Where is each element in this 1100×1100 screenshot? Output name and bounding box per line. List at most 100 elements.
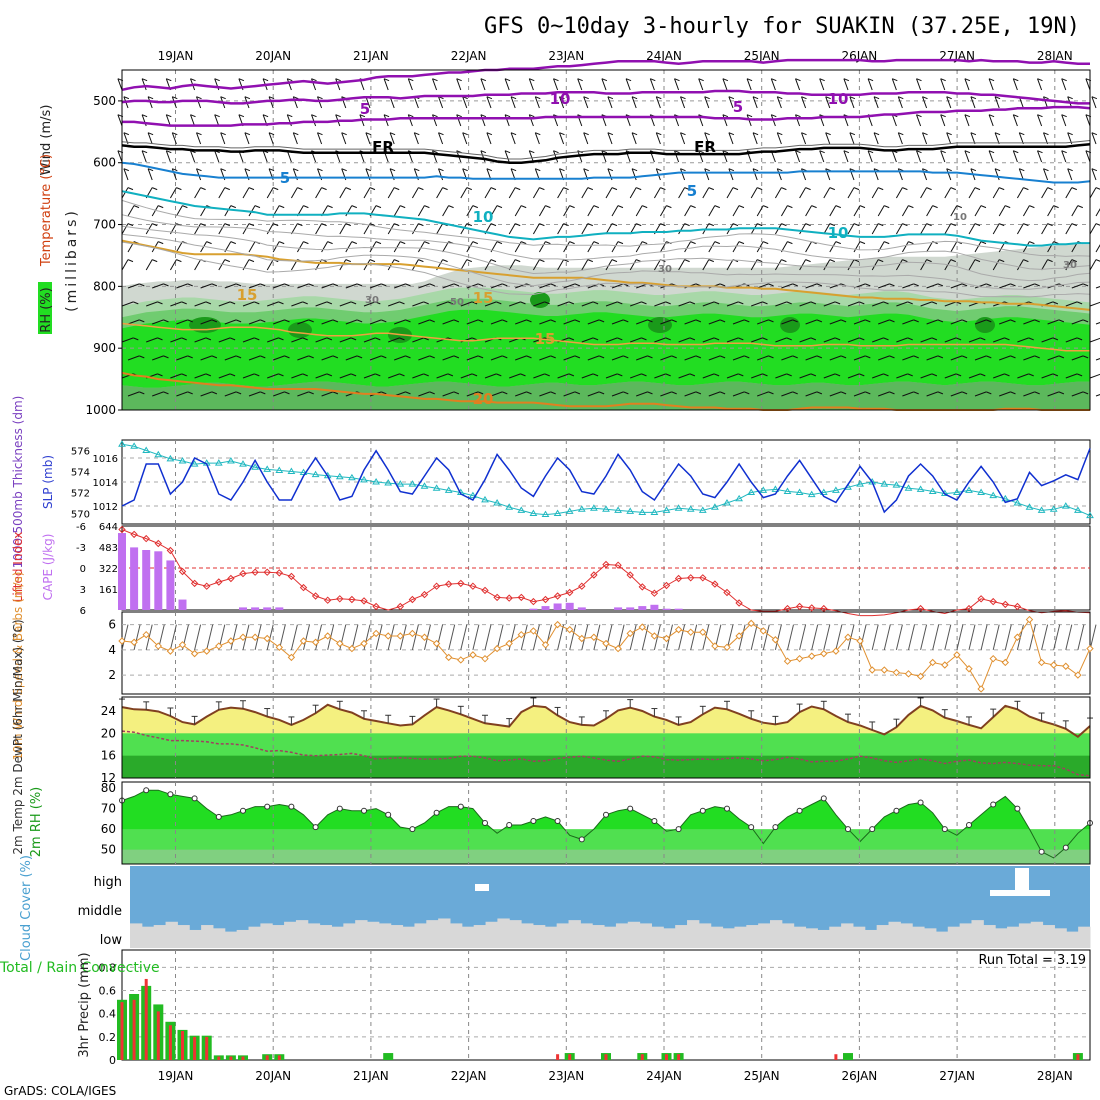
wind-barb <box>843 78 849 91</box>
wind-barb-flag <box>999 223 1005 227</box>
wind-barb-flag <box>986 319 992 323</box>
wind-barb-flag <box>400 241 406 245</box>
low-cloud-bar <box>153 925 167 948</box>
li-marker <box>674 574 683 583</box>
wind-barb <box>242 301 255 307</box>
wind-barb <box>563 241 571 253</box>
wind-barb <box>1043 168 1049 181</box>
wind-barb-flag <box>786 301 792 305</box>
rh2m-marker <box>312 824 319 831</box>
li-marker <box>190 579 199 588</box>
wind-barb <box>190 150 196 163</box>
wind-barb <box>611 241 619 253</box>
wind-barb <box>480 78 486 91</box>
thickness-marker <box>1037 506 1046 513</box>
wind-barb <box>1089 259 1097 271</box>
wind-barb-flag <box>1053 205 1059 209</box>
wind-barb-flag <box>636 187 642 191</box>
wind10-marker <box>771 636 780 644</box>
wind-barb <box>993 373 1005 379</box>
wind-barb-flag <box>738 373 744 377</box>
wind-barb <box>388 301 400 307</box>
wind-barb-flag <box>471 373 478 377</box>
top-date-label: 22JAN <box>451 49 487 63</box>
low-cloud-bar <box>307 923 321 948</box>
wind-barb-flag <box>873 132 880 136</box>
wind-barb <box>775 337 787 343</box>
wind-barb-flag <box>926 223 932 227</box>
wind-barb <box>974 355 987 361</box>
wind-barb-flag <box>840 319 847 323</box>
wind-barb-flag <box>762 337 768 341</box>
panel-frame <box>121 781 1091 865</box>
low-cloud-bar <box>983 925 996 948</box>
wind-barb <box>732 355 745 361</box>
wind-barb <box>805 391 818 397</box>
wind-barb-flag <box>273 187 279 191</box>
contour-label: 30 <box>658 264 672 275</box>
li-marker <box>154 539 163 548</box>
wind-barb <box>442 283 455 289</box>
wind-barb <box>757 283 769 289</box>
wind-barb-flag <box>787 205 793 209</box>
wind-barb-flag <box>829 259 835 263</box>
low-cloud-bar <box>995 928 1008 948</box>
wind-barb-flag <box>381 391 387 395</box>
wind-barb <box>218 223 226 235</box>
li-marker <box>444 580 453 588</box>
temp-axis-label: Temperature (°C) <box>39 154 54 267</box>
wind-barb-flag <box>859 337 865 341</box>
isotherm-10 <box>121 190 1090 247</box>
wind-barb <box>436 373 449 379</box>
wind-barb <box>345 355 358 361</box>
wind-barb <box>974 319 987 325</box>
wind-barb-flag <box>593 205 599 209</box>
wind-barb-flag <box>157 373 163 377</box>
li-tick-label: 3 <box>80 585 86 596</box>
cape-bar <box>553 603 562 610</box>
wind-barb-flag <box>617 301 623 305</box>
wind-barb <box>872 373 884 379</box>
wind10-marker <box>880 666 889 674</box>
wind-barb <box>563 319 576 325</box>
wind-barb <box>770 78 776 91</box>
wind-barb <box>224 319 237 325</box>
cloud-tick-label: middle <box>78 904 122 919</box>
wind10-barb <box>581 624 589 650</box>
rh2m-marker <box>1014 805 1021 812</box>
wind-barb <box>152 391 164 397</box>
wind-barb <box>601 78 607 91</box>
wind-barb-flag <box>781 187 787 191</box>
wind-barb <box>853 319 866 325</box>
wind-barb-flag <box>916 114 922 118</box>
wind-barb <box>902 355 914 361</box>
wind10-barb <box>678 624 686 650</box>
wind10-marker <box>711 642 719 650</box>
wind-barb-flag <box>133 337 139 341</box>
cape-bar <box>614 607 623 610</box>
rh2m-marker <box>433 809 440 816</box>
wind-barb <box>1047 391 1060 397</box>
wind10-marker <box>904 670 913 678</box>
wind-barb <box>1018 168 1024 181</box>
wind-barb-flag <box>907 373 913 377</box>
wind-barb-flag <box>311 114 317 118</box>
li-marker <box>215 578 223 586</box>
wind-barb <box>895 187 903 199</box>
low-cloud-bar <box>817 929 830 948</box>
wind-barb <box>321 391 334 397</box>
wind-barb-flag <box>211 355 218 359</box>
wind-barb <box>1065 337 1078 343</box>
wind-barb-flag <box>873 96 880 100</box>
li-marker <box>590 571 598 579</box>
wind-barb <box>1022 241 1030 253</box>
wind10-marker <box>759 627 768 635</box>
low-cloud-bar <box>829 926 842 948</box>
wind-barb-flag <box>849 132 856 136</box>
wind-barb <box>317 96 323 109</box>
wind-barb-flag <box>273 223 279 227</box>
wind-barb-flag <box>462 168 468 172</box>
wind-barb <box>411 223 419 235</box>
